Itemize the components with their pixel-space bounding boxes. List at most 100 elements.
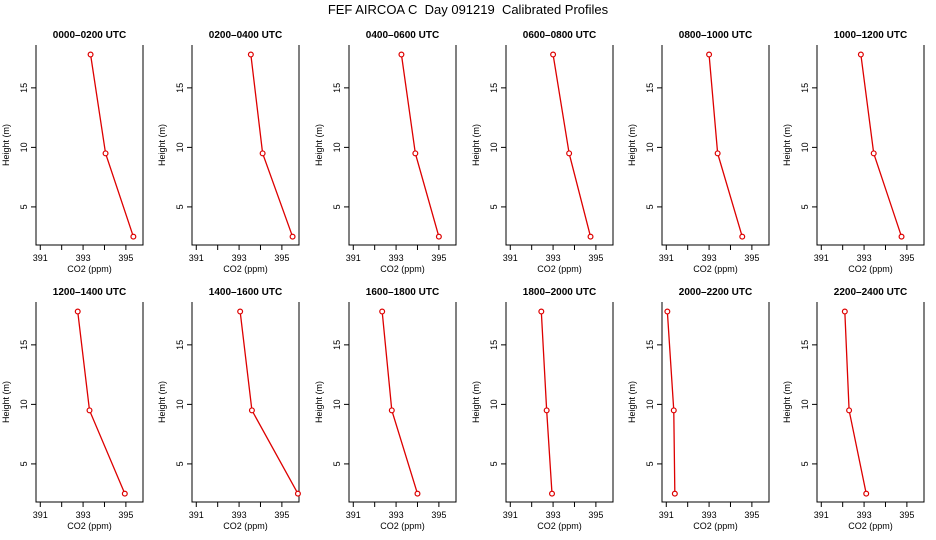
y-tick-label: 5 bbox=[19, 204, 29, 209]
x-tick-label: 391 bbox=[33, 510, 48, 520]
x-axis-label: CO2 (ppm) bbox=[67, 264, 112, 274]
y-axis-label: Height (m) bbox=[1, 381, 11, 423]
profile-line bbox=[77, 311, 126, 494]
x-tick-label: 393 bbox=[232, 253, 247, 263]
x-tick-label: 395 bbox=[274, 253, 289, 263]
x-tick-label: 391 bbox=[814, 253, 829, 263]
panel-7: 1400–1600 UTC 391 393 395 5 10 15 CO2 (ppm) Heig… bbox=[157, 287, 301, 531]
y-tick-label: 5 bbox=[175, 204, 185, 209]
x-tick-label: 391 bbox=[659, 510, 674, 520]
x-tick-label: 393 bbox=[857, 253, 872, 263]
data-point bbox=[248, 407, 255, 414]
y-tick-label: 10 bbox=[489, 142, 499, 152]
data-point bbox=[870, 150, 877, 157]
x-tick-label: 393 bbox=[546, 253, 561, 263]
y-tick-label: 10 bbox=[645, 142, 655, 152]
data-point bbox=[130, 233, 137, 240]
data-point bbox=[898, 233, 905, 240]
y-tick-label: 5 bbox=[645, 204, 655, 209]
y-tick-label: 10 bbox=[175, 142, 185, 152]
y-tick-label: 10 bbox=[332, 399, 342, 409]
y-tick-label: 15 bbox=[489, 83, 499, 93]
y-tick-label: 10 bbox=[19, 399, 29, 409]
profile-line bbox=[250, 54, 294, 237]
y-tick-label: 5 bbox=[489, 204, 499, 209]
x-tick-label: 395 bbox=[899, 253, 914, 263]
profile-line bbox=[708, 54, 743, 237]
x-tick-label: 395 bbox=[744, 253, 759, 263]
x-axis-label: CO2 (ppm) bbox=[380, 264, 425, 274]
panel-title: 2000–2200 UTC bbox=[679, 287, 752, 298]
panel-title: 2200–2400 UTC bbox=[834, 287, 907, 298]
profile-line bbox=[666, 311, 676, 494]
y-axis-label: Height (m) bbox=[782, 124, 792, 166]
profile-line bbox=[844, 311, 867, 494]
y-axis-label: Height (m) bbox=[627, 124, 637, 166]
x-tick-label: 393 bbox=[232, 510, 247, 520]
plot-frame bbox=[661, 45, 770, 246]
data-point bbox=[549, 490, 556, 497]
y-tick-label: 15 bbox=[645, 340, 655, 350]
data-point bbox=[435, 233, 442, 240]
x-tick-label: 393 bbox=[702, 510, 717, 520]
x-tick-label: 391 bbox=[814, 510, 829, 520]
panel-title: 0000–0200 UTC bbox=[53, 30, 126, 41]
plot-frame bbox=[661, 302, 770, 503]
data-point bbox=[247, 51, 254, 58]
x-tick-label: 393 bbox=[76, 253, 91, 263]
y-tick-label: 15 bbox=[175, 83, 185, 93]
x-tick-label: 391 bbox=[33, 253, 48, 263]
x-tick-label: 395 bbox=[118, 510, 133, 520]
y-tick-label: 15 bbox=[332, 340, 342, 350]
panel-title: 1200–1400 UTC bbox=[53, 287, 126, 298]
x-tick-label: 393 bbox=[857, 510, 872, 520]
data-point bbox=[863, 490, 870, 497]
x-axis-label: CO2 (ppm) bbox=[693, 521, 738, 531]
x-tick-label: 393 bbox=[389, 510, 404, 520]
x-axis-label: CO2 (ppm) bbox=[537, 264, 582, 274]
x-tick-label: 395 bbox=[431, 510, 446, 520]
x-tick-label: 395 bbox=[588, 510, 603, 520]
y-axis-label: Height (m) bbox=[157, 381, 167, 423]
data-point bbox=[841, 308, 848, 315]
data-point bbox=[550, 51, 557, 58]
x-axis-label: CO2 (ppm) bbox=[537, 521, 582, 531]
panel-0: 0000–0200 UTC 391 393 395 5 10 15 CO2 (ppm) Heig… bbox=[1, 30, 144, 274]
data-point bbox=[706, 51, 713, 58]
figure-title: FEF AIRCOA C Day 091219 Calibrated Profi… bbox=[327, 2, 609, 17]
plot-frame bbox=[35, 45, 144, 246]
y-axis-label: Height (m) bbox=[627, 381, 637, 423]
data-point bbox=[86, 407, 93, 414]
panel-title: 0600–0800 UTC bbox=[523, 30, 596, 41]
x-axis-label: CO2 (ppm) bbox=[693, 264, 738, 274]
x-tick-label: 393 bbox=[76, 510, 91, 520]
panel-3: 0600–0800 UTC 391 393 395 5 10 15 CO2 (ppm) Heig… bbox=[471, 30, 614, 274]
profile-line bbox=[400, 54, 440, 237]
profile-line bbox=[540, 311, 553, 494]
y-tick-label: 15 bbox=[175, 340, 185, 350]
panel-1: 0200–0400 UTC 391 393 395 5 10 15 CO2 (ppm) Heig… bbox=[157, 30, 300, 274]
y-axis-label: Height (m) bbox=[314, 124, 324, 166]
data-point bbox=[671, 490, 678, 497]
data-point bbox=[414, 490, 421, 497]
data-point bbox=[714, 150, 721, 157]
y-axis-label: Height (m) bbox=[782, 381, 792, 423]
panel-title: 0800–1000 UTC bbox=[679, 30, 752, 41]
y-tick-label: 15 bbox=[19, 83, 29, 93]
x-tick-label: 395 bbox=[431, 253, 446, 263]
y-tick-label: 10 bbox=[645, 399, 655, 409]
panel-title: 1600–1800 UTC bbox=[366, 287, 439, 298]
y-tick-label: 10 bbox=[800, 142, 810, 152]
data-point bbox=[74, 308, 81, 315]
data-point bbox=[121, 490, 128, 497]
panel-title: 0200–0400 UTC bbox=[209, 30, 282, 41]
data-point bbox=[566, 150, 573, 157]
profile-line bbox=[239, 311, 299, 494]
y-tick-label: 10 bbox=[489, 399, 499, 409]
panel-title: 1800–2000 UTC bbox=[523, 287, 596, 298]
plot-frame bbox=[816, 302, 925, 503]
y-axis-label: Height (m) bbox=[314, 381, 324, 423]
plot-frame bbox=[191, 302, 300, 503]
data-point bbox=[294, 490, 301, 497]
